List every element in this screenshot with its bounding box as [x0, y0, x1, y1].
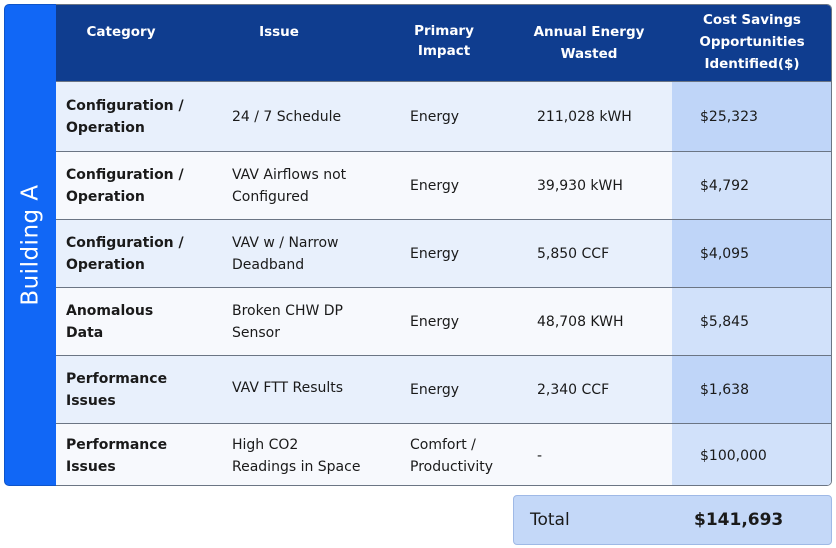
- savings-cell-bg: [672, 356, 831, 423]
- total-box: Total $141,693: [513, 495, 832, 545]
- building-label: Building A: [17, 184, 44, 306]
- savings-cell-bg: [672, 152, 831, 219]
- savings-cell: $25,323: [700, 108, 758, 125]
- savings-cell: $4,792: [700, 177, 749, 194]
- table-row: Configuration / Operation 24 / 7 Schedul…: [56, 81, 831, 151]
- total-value: $141,693: [694, 510, 784, 530]
- category-cell: Configuration / Operation: [66, 97, 184, 136]
- table-header: Category Issue Primary Impact Annual Ene…: [56, 5, 831, 81]
- header-annual-energy: Annual Energy Wasted: [533, 24, 645, 62]
- impact-cell: Energy: [410, 381, 460, 398]
- category-cell: Anomalous Data: [66, 302, 154, 341]
- header-cost-savings: Cost Savings Opportunities Identified($): [699, 12, 805, 72]
- savings-cell-bg: [672, 82, 831, 151]
- issue-cell: VAV w / Narrow Deadband: [232, 234, 339, 273]
- header-category: Category: [86, 24, 156, 40]
- savings-cell: $1,638: [700, 381, 749, 398]
- issue-cell: VAV FTT Results: [232, 379, 344, 396]
- impact-cell: Energy: [410, 108, 460, 125]
- category-cell: Performance Issues: [66, 436, 168, 475]
- savings-table: Category Issue Primary Impact Annual Ene…: [56, 4, 832, 486]
- issue-cell: VAV Airflows not Configured: [232, 166, 347, 205]
- issue-cell: High CO2 Readings in Space: [232, 436, 361, 475]
- energy-cell: 48,708 KWH: [537, 313, 624, 330]
- impact-cell: Energy: [410, 177, 460, 194]
- energy-cell: 39,930 kWH: [537, 177, 623, 194]
- savings-cell: $100,000: [700, 447, 767, 464]
- building-label-tab: Building A: [4, 4, 57, 486]
- savings-cell-bg: [672, 424, 831, 485]
- category-cell: Configuration / Operation: [66, 166, 184, 205]
- table-row: Configuration / Operation VAV Airflows n…: [56, 151, 831, 219]
- energy-cell: 5,850 CCF: [537, 245, 610, 262]
- table-row: Anomalous Data Broken CHW DP Sensor Ener…: [56, 287, 831, 355]
- category-cell: Configuration / Operation: [66, 234, 184, 273]
- issue-cell: 24 / 7 Schedule: [232, 108, 342, 125]
- table-row: Performance Issues VAV FTT Results Energ…: [56, 355, 831, 423]
- impact-cell: Energy: [410, 313, 460, 330]
- energy-cell: -: [537, 447, 543, 464]
- category-cell: Performance Issues: [66, 370, 168, 409]
- savings-cell: $4,095: [700, 245, 749, 262]
- savings-cell-bg: [672, 288, 831, 355]
- header-issue: Issue: [259, 24, 299, 40]
- savings-cell-bg: [672, 220, 831, 287]
- savings-cell: $5,845: [700, 313, 749, 330]
- impact-cell: Comfort / Productivity: [410, 436, 493, 475]
- table-row: Configuration / Operation VAV w / Narrow…: [56, 219, 831, 287]
- energy-cell: 2,340 CCF: [537, 381, 610, 398]
- table-row: Performance Issues High CO2 Readings in …: [56, 423, 831, 485]
- header-primary-impact: Primary Impact: [414, 23, 474, 59]
- issue-cell: Broken CHW DP Sensor: [232, 302, 343, 341]
- impact-cell: Energy: [410, 245, 460, 262]
- energy-cell: 211,028 kWH: [537, 108, 632, 125]
- total-label: Total: [530, 510, 570, 530]
